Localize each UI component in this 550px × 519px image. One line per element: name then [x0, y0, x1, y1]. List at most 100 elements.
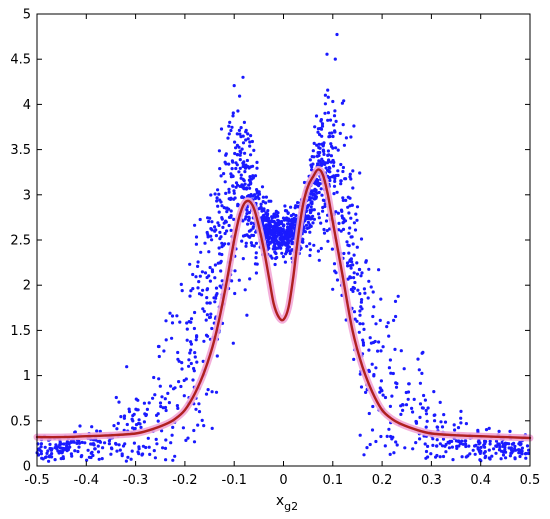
scatter-point [330, 144, 334, 149]
scatter-point [251, 174, 255, 178]
scatter-point [191, 287, 195, 291]
scatter-point [225, 206, 229, 210]
curve-layer [35, 168, 532, 440]
scatter-point [101, 446, 105, 450]
scatter-point [312, 217, 316, 221]
scatter-point [249, 134, 253, 138]
scatter-point [335, 190, 339, 194]
scatter-point [139, 425, 143, 429]
scatter-point [459, 442, 463, 446]
scatter-point [244, 187, 249, 191]
scatter-point [326, 168, 330, 172]
scatter-point [305, 244, 309, 248]
scatter-point [288, 252, 292, 256]
scatter-point [362, 453, 366, 457]
scatter-point [490, 454, 494, 458]
scatter-point [76, 449, 80, 454]
scatter-point [147, 401, 151, 405]
scatter-point [311, 221, 315, 225]
scatter-point [309, 205, 313, 209]
scatter-point [388, 358, 392, 362]
scatter-point [249, 193, 253, 197]
scatter-point [234, 185, 238, 189]
scatter-point [473, 452, 477, 456]
scatter-point [358, 322, 362, 326]
scatter-point [500, 440, 504, 445]
scatter-point [224, 220, 228, 224]
scatter-point [173, 454, 177, 458]
scatter-point [236, 204, 240, 208]
scatter-point [332, 192, 336, 196]
scatter-point [245, 313, 249, 317]
scatter-point [358, 309, 362, 313]
scatter-point [503, 447, 507, 452]
scatter-point [210, 228, 214, 232]
scatter-point [197, 410, 202, 414]
scatter-point [144, 413, 148, 418]
scatter-point [131, 426, 135, 430]
scatter-point [343, 177, 347, 181]
scatter-point [176, 406, 180, 410]
scatter-point [459, 421, 463, 425]
scatter-point [210, 270, 215, 274]
scatter-point [198, 274, 202, 278]
scatter-point [197, 280, 201, 284]
scatter-point [241, 177, 245, 181]
scatter-point [342, 251, 346, 256]
scatter-point [73, 430, 77, 434]
scatter-point [229, 209, 233, 213]
scatter-point [248, 235, 252, 239]
scatter-point [122, 416, 126, 420]
y-tick-label: 1.5 [10, 324, 31, 339]
scatter-point [218, 167, 222, 171]
scatter-point [359, 237, 364, 241]
scatter-point [393, 299, 398, 303]
scatter-point [355, 245, 359, 249]
scatter-point [59, 442, 63, 446]
scatter-point [90, 450, 94, 454]
scatter-point [513, 456, 517, 460]
scatter-point [443, 420, 448, 424]
scatter-point [292, 216, 296, 220]
scatter-point [351, 186, 355, 190]
y-ticks: 0 0.5 1 1.5 2 2.5 3 3.5 4 4.5 5 [10, 8, 530, 475]
scatter-point [356, 288, 360, 292]
scatter-point [401, 403, 405, 407]
scatter-point [310, 202, 314, 206]
scatter-point [374, 439, 378, 444]
scatter-point [127, 410, 132, 414]
scatter-point [215, 196, 219, 200]
y-tick-label: 4.5 [10, 53, 31, 68]
scatter-point [221, 243, 225, 247]
scatter-point [468, 452, 472, 456]
scatter-point [442, 413, 446, 417]
scatter-point [156, 419, 160, 423]
scatter-point [499, 457, 503, 461]
scatter-point [387, 366, 391, 370]
scatter-point [231, 111, 235, 115]
scatter-point [254, 251, 258, 255]
scatter-point [246, 137, 250, 141]
scatter-point [218, 237, 222, 241]
scatter-point [107, 442, 111, 446]
scatter-point [247, 211, 251, 215]
scatter-point [208, 279, 212, 283]
scatter-point [192, 326, 196, 331]
scatter-point [274, 247, 278, 251]
scatter-point [120, 454, 124, 458]
scatter-point [170, 321, 175, 325]
scatter-point [418, 381, 422, 385]
scatter-point [479, 445, 483, 449]
scatter-point [267, 237, 271, 241]
scatter-point [379, 297, 383, 301]
scatter-point [294, 213, 298, 218]
scatter-point [50, 452, 54, 456]
scatter-point [497, 448, 502, 452]
scatter-point [47, 459, 51, 463]
scatter-point [276, 211, 280, 215]
scatter-point [355, 319, 359, 323]
scatter-point [194, 407, 198, 411]
scatter-point [418, 437, 422, 441]
scatter-point [487, 448, 491, 452]
fit-curve [35, 168, 532, 440]
